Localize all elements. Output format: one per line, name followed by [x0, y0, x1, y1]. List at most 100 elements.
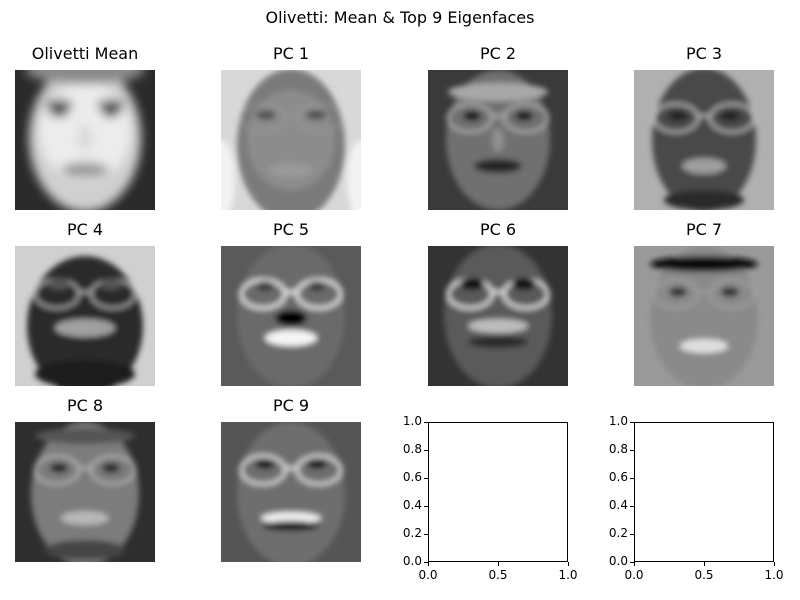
face-features: [221, 70, 361, 210]
mouth: [61, 162, 109, 178]
empty-axes-panel: 0.0 0.5 1.0 0.0 0.2 0.4 0.6 0.8 1.0: [609, 414, 784, 582]
panel-title: PC 5: [272, 220, 310, 239]
left-eye: [50, 107, 68, 117]
left-eye: [255, 459, 275, 469]
right-eye: [721, 287, 739, 297]
y-tick-mark: [630, 505, 634, 507]
eigenface-panel: PC 3: [634, 44, 774, 210]
y-tick-label: 0.2: [608, 526, 628, 540]
eigenface-panel: PC 9: [221, 396, 361, 562]
left-eye: [256, 281, 274, 291]
eigenface-panel: PC 4: [15, 220, 155, 386]
eigenface-panel: PC 2: [428, 44, 568, 210]
right-eye: [102, 107, 120, 117]
mouth-highlight: [265, 330, 317, 346]
chin-shadow: [35, 360, 135, 386]
right-eye: [101, 278, 121, 290]
nose: [492, 128, 504, 152]
chin-shadow: [664, 190, 744, 210]
y-tick-label: 0.6: [608, 470, 628, 484]
mouth: [61, 511, 109, 525]
glasses-right-lens: [502, 102, 550, 134]
eigenface-panel: PC 7: [634, 220, 774, 386]
x-tick-label: 0.5: [488, 568, 508, 582]
y-tick-label: 0.0: [608, 554, 628, 568]
x-tick-label: 0.0: [418, 568, 438, 582]
eigenface-image: [221, 422, 361, 562]
empty-axes-panel: 0.0 0.5 1.0 0.0 0.2 0.4 0.6 0.8 1.0: [403, 414, 578, 582]
x-tick-label: 0.0: [624, 568, 644, 582]
mouth-highlight: [261, 512, 321, 524]
x-tick-mark: [703, 562, 705, 566]
eigenface-panel: Olivetti Mean: [15, 44, 155, 210]
x-tick-label: 1.0: [764, 568, 784, 582]
chin-shadow: [45, 540, 125, 560]
brow-band: [650, 256, 758, 272]
eigenface-image: [15, 422, 155, 562]
glasses-left-lens: [446, 102, 494, 134]
left-eye: [256, 110, 276, 120]
face-features: [237, 246, 345, 386]
eigenface-panel: PC 5: [221, 220, 361, 386]
left-eye: [669, 287, 687, 297]
panel-title: PC 3: [685, 44, 723, 63]
face-shape: [444, 246, 552, 386]
eigenface-image: [221, 70, 361, 210]
glasses-left-lens: [652, 102, 700, 134]
glasses-left-lens: [653, 279, 699, 309]
face-features: [237, 422, 345, 562]
right-eye: [515, 111, 533, 121]
face-features: [25, 70, 145, 210]
face-features: [444, 246, 552, 386]
glasses-left-lens: [240, 103, 286, 133]
eigenface-panel: PC 8: [15, 396, 155, 562]
right-eye: [306, 110, 326, 120]
y-tick-mark: [630, 449, 634, 451]
y-tick-label: 1.0: [402, 414, 422, 428]
hairline: [25, 70, 145, 84]
left-eye: [49, 278, 69, 290]
x-tick-mark: [633, 562, 635, 566]
y-tick-mark: [424, 477, 428, 479]
y-tick-mark: [630, 477, 634, 479]
eigenface-image: [634, 246, 774, 386]
mouth: [468, 336, 528, 348]
left-eye: [50, 463, 68, 473]
glasses-right-lens: [296, 103, 342, 133]
x-tick-mark: [773, 562, 775, 566]
right-eye: [512, 278, 536, 290]
nostril-shadow: [275, 310, 307, 326]
eigenface-image: [428, 70, 568, 210]
y-tick-mark: [424, 449, 428, 451]
eigenface-image: [15, 70, 155, 210]
upper-lip: [468, 319, 528, 333]
mouth: [680, 339, 728, 353]
eigenface-image: [15, 246, 155, 386]
nose: [78, 124, 92, 152]
mouth: [55, 319, 115, 337]
y-tick-label: 0.4: [402, 498, 422, 512]
panel-title: PC 1: [272, 44, 310, 63]
glasses-left-lens: [33, 454, 81, 486]
face-features: [31, 422, 139, 562]
panel-title: PC 8: [66, 396, 104, 415]
y-tick-label: 0.8: [608, 442, 628, 456]
x-tick-mark: [497, 562, 499, 566]
panel-title: PC 2: [479, 44, 517, 63]
y-tick-mark: [424, 533, 428, 535]
left-eye: [463, 111, 481, 121]
face-shape: [237, 422, 345, 562]
y-tick-label: 0.6: [402, 470, 422, 484]
axes-frame: [428, 422, 568, 562]
right-eye: [102, 463, 120, 473]
x-tick-mark: [427, 562, 429, 566]
left-eye: [668, 111, 688, 121]
figure-title: Olivetti: Mean & Top 9 Eigenfaces: [265, 8, 535, 27]
right-eye: [720, 111, 740, 121]
left-eye: [460, 278, 484, 290]
eigenface-image: [221, 246, 361, 386]
face-shape: [652, 70, 756, 210]
y-tick-label: 1.0: [608, 414, 628, 428]
y-tick-label: 0.4: [608, 498, 628, 512]
right-eyebrow: [97, 99, 125, 111]
